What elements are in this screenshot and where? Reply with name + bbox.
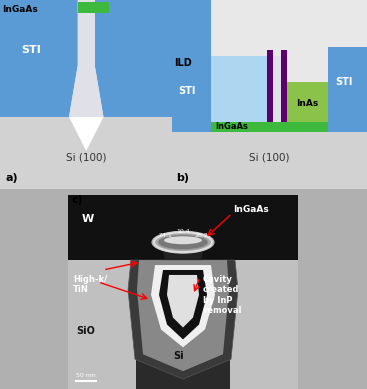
Text: InGaAs: InGaAs — [233, 205, 269, 214]
Bar — [172, 0, 211, 132]
Bar — [328, 47, 367, 132]
Polygon shape — [167, 275, 199, 328]
Text: a): a) — [5, 173, 18, 183]
Ellipse shape — [164, 236, 202, 244]
Polygon shape — [77, 0, 95, 66]
Text: 24.1: 24.1 — [158, 233, 172, 238]
Bar — [68, 260, 136, 389]
Text: STI: STI — [21, 45, 41, 55]
Text: 10.4: 10.4 — [176, 229, 190, 234]
Text: b): b) — [176, 173, 189, 183]
Text: Si: Si — [173, 351, 184, 361]
Text: InGaAs: InGaAs — [215, 122, 248, 131]
Text: InGaAs: InGaAs — [3, 5, 38, 14]
Bar — [273, 56, 287, 122]
Polygon shape — [159, 270, 207, 340]
Text: STI: STI — [335, 77, 353, 87]
Bar — [267, 50, 273, 122]
Text: Si (100): Si (100) — [66, 152, 106, 162]
Text: InAs: InAs — [296, 99, 319, 108]
Text: c): c) — [72, 194, 84, 205]
Text: 50 nm: 50 nm — [76, 373, 96, 378]
Bar — [77, 2, 109, 13]
Ellipse shape — [152, 231, 214, 253]
Bar — [211, 56, 273, 122]
Polygon shape — [95, 0, 172, 117]
Polygon shape — [69, 117, 103, 151]
Bar — [211, 122, 328, 132]
Bar — [281, 50, 287, 122]
Bar — [68, 194, 298, 260]
Text: 28.2: 28.2 — [194, 233, 208, 238]
Text: Si (100): Si (100) — [250, 152, 290, 162]
Polygon shape — [137, 260, 229, 371]
Polygon shape — [163, 252, 203, 260]
Text: W: W — [82, 214, 94, 224]
Text: High-k/
TiN: High-k/ TiN — [73, 275, 107, 294]
Bar — [230, 260, 298, 389]
Polygon shape — [69, 66, 103, 117]
Bar — [172, 132, 367, 189]
Bar — [287, 82, 328, 122]
Text: STI: STI — [178, 86, 195, 96]
Text: Cavity
created
by InP
removal: Cavity created by InP removal — [203, 275, 241, 315]
Polygon shape — [128, 260, 238, 379]
Polygon shape — [151, 265, 215, 347]
Bar — [0, 117, 172, 189]
Polygon shape — [0, 0, 77, 117]
Text: ILD: ILD — [174, 58, 192, 68]
Text: SiO: SiO — [76, 326, 95, 336]
Ellipse shape — [158, 235, 208, 250]
Bar — [68, 194, 298, 389]
